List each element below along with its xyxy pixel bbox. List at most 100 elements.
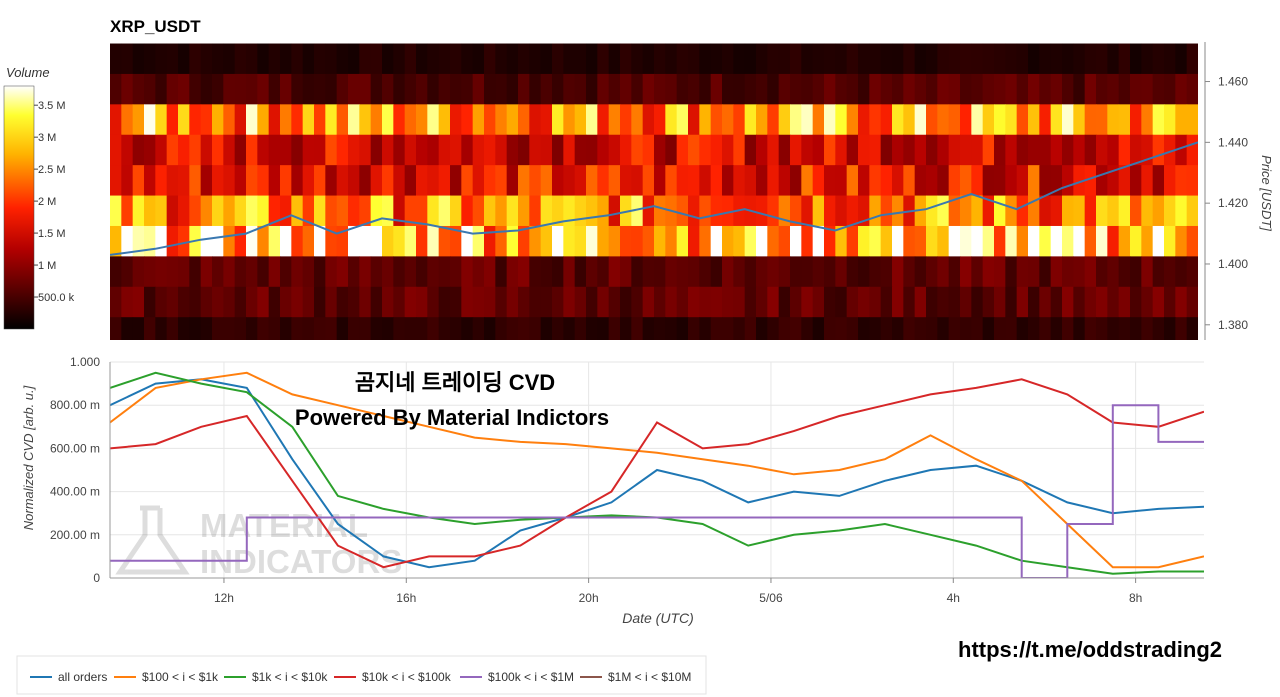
heatmap-cell [631, 256, 644, 288]
heatmap-cell [1186, 317, 1198, 340]
heatmap-cell [642, 225, 655, 257]
heatmap-cell [642, 317, 655, 340]
heatmap-cell [835, 286, 848, 318]
heatmap-cell [132, 104, 145, 136]
heatmap-cell [484, 43, 496, 75]
heatmap-cell [744, 256, 757, 288]
heatmap-cell [1118, 165, 1131, 197]
heatmap-cell [178, 256, 190, 288]
heatmap-cell [892, 225, 904, 257]
heatmap-cell [472, 286, 485, 318]
heatmap-cell [438, 134, 451, 166]
heatmap-cell [359, 134, 372, 166]
heatmap-cell [608, 317, 621, 340]
heatmap-cell [234, 225, 247, 257]
heatmap-cell [461, 256, 474, 288]
cvd-x-tick-label: 5/06 [759, 591, 783, 605]
heatmap-cell [756, 165, 768, 197]
heatmap-cell [1073, 286, 1086, 318]
heatmap-cell [937, 165, 950, 197]
heatmap-cell [790, 286, 802, 318]
heatmap-cell [767, 134, 780, 166]
heatmap-cell [654, 104, 666, 136]
heatmap-cell [620, 256, 632, 288]
heatmap-cell [189, 43, 202, 75]
heatmap-cell [302, 225, 315, 257]
heatmap-cell [302, 195, 315, 227]
heatmap-cell [121, 225, 134, 257]
heatmap-cell [506, 134, 519, 166]
heatmap-cell [268, 286, 281, 318]
heatmap-cell [178, 225, 190, 257]
heatmap-cell [1107, 286, 1120, 318]
heatmap-cell [1175, 256, 1188, 288]
heatmap-cell [756, 256, 768, 288]
heatmap-cell [438, 286, 451, 318]
heatmap-cell [574, 43, 587, 75]
heatmap-cell [461, 165, 474, 197]
heatmap-cell [1096, 165, 1108, 197]
heatmap-cell [427, 286, 440, 318]
heatmap-cell [926, 43, 938, 75]
heatmap-cell [348, 43, 360, 75]
heatmap-cell [631, 286, 644, 318]
heatmap-cell [801, 73, 814, 105]
heatmap-cell [1050, 195, 1063, 227]
telegram-link[interactable]: https://t.me/oddstrading2 [958, 637, 1222, 662]
heatmap-cell [540, 256, 553, 288]
legend-label: all orders [58, 670, 107, 684]
heatmap-cell [892, 165, 904, 197]
heatmap-cell [325, 225, 338, 257]
heatmap-cell [620, 73, 632, 105]
heatmap-cell [416, 104, 428, 136]
heatmap-cell [835, 317, 848, 340]
heatmap-cell [506, 104, 519, 136]
heatmap-cell [574, 104, 587, 136]
heatmap-cell [336, 286, 349, 318]
heatmap-cell [552, 286, 564, 318]
heatmap-cell [1175, 317, 1188, 340]
heatmap-cell [314, 256, 326, 288]
heatmap-cell [529, 225, 542, 257]
heatmap-cell [268, 43, 281, 75]
heatmap-cell [166, 256, 179, 288]
heatmap-cell [348, 134, 360, 166]
heatmap-cell [370, 104, 383, 136]
heatmap-cell [1050, 256, 1063, 288]
price-axis-ticks: 1.460 1.440 1.420 1.400 1.380 [1205, 75, 1248, 332]
heatmap-cell [178, 104, 190, 136]
heatmap-cell [1107, 73, 1120, 105]
heatmap-cell [1164, 73, 1176, 105]
heatmap-cell [971, 195, 984, 227]
heatmap-cell [246, 225, 258, 257]
heatmap-cell [529, 286, 542, 318]
heatmap-cell [212, 134, 224, 166]
heatmap-cell [257, 256, 270, 288]
heatmap-cell [654, 73, 666, 105]
heatmap-cell [110, 225, 122, 257]
heatmap-cell [302, 104, 315, 136]
heatmap-cell [427, 317, 440, 340]
heatmap-cell [336, 134, 349, 166]
heatmap-cell [960, 73, 972, 105]
heatmap-cell [427, 256, 440, 288]
heatmap-cell [858, 225, 870, 257]
heatmap-cell [1096, 195, 1108, 227]
cvd-series-line [110, 404, 1204, 578]
heatmap-cell [404, 43, 417, 75]
heatmap-cell [495, 317, 508, 340]
heatmap-cell [699, 195, 712, 227]
heatmap-cell [382, 165, 394, 197]
heatmap-cell [1175, 43, 1188, 75]
heatmap-cell [563, 73, 576, 105]
heatmap-cell [1039, 317, 1052, 340]
heatmap-cell [189, 317, 202, 340]
heatmap-cell [370, 165, 383, 197]
heatmap-cell [812, 134, 825, 166]
heatmap-cell [166, 43, 179, 75]
heatmap-cell [880, 317, 893, 340]
heatmap-cell [846, 286, 859, 318]
legend-label: $1M < i < $10M [608, 670, 691, 684]
heatmap-cell [540, 286, 553, 318]
heatmap-cell [608, 104, 621, 136]
